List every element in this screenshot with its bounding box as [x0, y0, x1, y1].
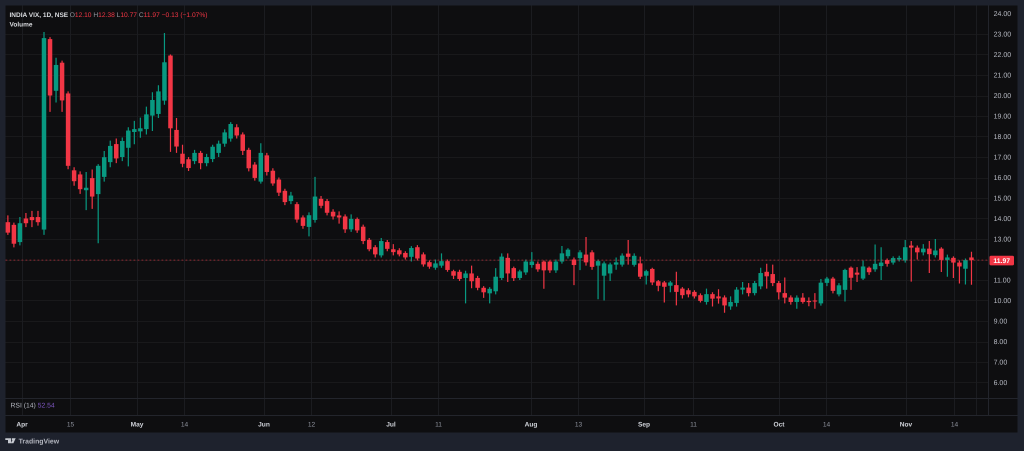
svg-text:21.00: 21.00 [994, 71, 1012, 79]
svg-text:10.00: 10.00 [994, 297, 1012, 305]
svg-text:12: 12 [308, 420, 315, 428]
svg-text:14: 14 [823, 420, 830, 428]
svg-text:24.00: 24.00 [994, 10, 1012, 18]
svg-text:18.00: 18.00 [994, 133, 1012, 141]
svg-text:11: 11 [690, 420, 697, 428]
svg-text:8.00: 8.00 [994, 338, 1008, 346]
svg-text:11.97: 11.97 [993, 257, 1010, 265]
svg-text:17.00: 17.00 [994, 153, 1012, 161]
svg-text:Volume: Volume [10, 21, 33, 29]
svg-text:22.00: 22.00 [994, 51, 1012, 59]
svg-text:7.00: 7.00 [994, 358, 1008, 366]
svg-text:14: 14 [951, 420, 958, 428]
svg-text:11: 11 [435, 420, 442, 428]
svg-text:Oct: Oct [774, 420, 785, 428]
svg-text:Nov: Nov [900, 420, 913, 428]
svg-text:TradingView: TradingView [19, 437, 60, 445]
svg-text:20.00: 20.00 [994, 92, 1012, 100]
svg-text:INDIA VIX, 1D, NSE: INDIA VIX, 1D, NSE [10, 11, 69, 19]
svg-text:Jun: Jun [258, 420, 270, 428]
svg-text:9.00: 9.00 [994, 317, 1008, 325]
svg-text:Jul: Jul [386, 420, 396, 428]
svg-text:23.00: 23.00 [994, 30, 1012, 38]
svg-text:13.00: 13.00 [994, 235, 1012, 243]
svg-text:RSI (14) 52.54: RSI (14) 52.54 [11, 402, 55, 410]
svg-text:13: 13 [575, 420, 582, 428]
svg-text:11.00: 11.00 [994, 276, 1011, 284]
svg-text:Sep: Sep [638, 420, 650, 428]
svg-text:Aug: Aug [525, 420, 538, 428]
svg-text:16.00: 16.00 [994, 174, 1012, 182]
svg-text:14: 14 [181, 420, 188, 428]
svg-text:6.00: 6.00 [994, 379, 1008, 387]
svg-text:O12.10 H12.38 L10.77 C11.97: O12.10 H12.38 L10.77 C11.97 −0.13 (−1.07… [70, 11, 208, 19]
svg-text:Apr: Apr [16, 420, 27, 428]
svg-text:15: 15 [67, 420, 74, 428]
svg-text:14.00: 14.00 [994, 215, 1012, 223]
svg-text:15.00: 15.00 [994, 194, 1012, 202]
svg-text:19.00: 19.00 [994, 112, 1012, 120]
svg-text:May: May [131, 420, 144, 428]
